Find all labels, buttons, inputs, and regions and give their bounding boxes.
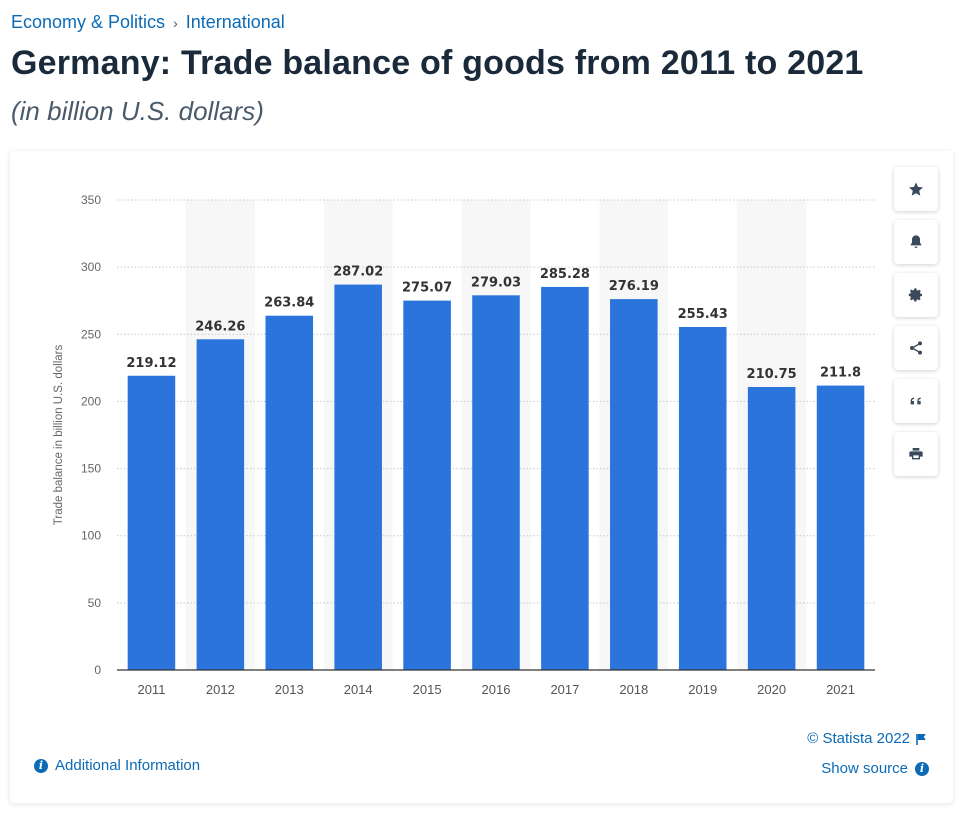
x-tick-label: 2012	[206, 682, 235, 697]
y-tick-label: 0	[94, 663, 101, 677]
chart-card: 0 50 100 150 200 250 300 350 219.12 246.26 263.84…	[10, 151, 953, 803]
data-label: 279.03	[471, 275, 521, 290]
bell-icon	[910, 235, 922, 248]
bar[interactable]	[747, 386, 796, 670]
page-subtitle: (in billion U.S. dollars)	[11, 96, 264, 126]
data-label: 287.02	[333, 265, 383, 280]
data-label: 211.8	[820, 366, 861, 381]
y-tick-label: 350	[81, 193, 101, 207]
data-label: 263.84	[264, 296, 314, 311]
x-tick-label: 2013	[275, 682, 304, 697]
y-tick-label: 250	[81, 327, 101, 341]
data-label: 255.43	[678, 307, 728, 322]
notification-button[interactable]	[894, 220, 938, 264]
bar[interactable]	[610, 299, 658, 670]
y-tick-label: 200	[81, 394, 101, 408]
data-label: 246.26	[195, 319, 245, 334]
x-tick-label: 2018	[619, 682, 648, 697]
x-tick-label: 2011	[137, 682, 165, 697]
data-label: 276.19	[609, 279, 659, 294]
bar-chart: 0 50 100 150 200 250 300 350 219.12 246.26 263.84…	[53, 193, 875, 697]
bar[interactable]	[816, 385, 865, 670]
settings-button[interactable]	[894, 273, 938, 317]
y-axis-label: Trade balance in billion U.S. dollars	[53, 345, 65, 526]
page-title: Germany: Trade balance of goods from 201…	[11, 44, 864, 82]
cite-button[interactable]	[894, 379, 938, 423]
breadcrumb-economy-politics[interactable]: Economy & Politics	[11, 12, 166, 32]
bar[interactable]	[196, 339, 245, 670]
bar[interactable]	[472, 295, 520, 670]
info-icon: i	[915, 761, 929, 776]
y-tick-label: 150	[81, 462, 101, 476]
info-icon: i	[34, 758, 48, 773]
data-label: 210.75	[747, 367, 797, 382]
copyright-text: © Statista 2022	[807, 730, 910, 747]
bar[interactable]	[265, 315, 314, 670]
x-tick-label: 2020	[757, 682, 786, 697]
copyright: © Statista 2022	[807, 730, 927, 747]
bar[interactable]	[403, 300, 451, 670]
y-tick-label: 300	[81, 260, 101, 274]
breadcrumb: Economy & Politics › International	[11, 12, 285, 33]
flag-icon[interactable]	[916, 733, 927, 745]
x-tick-label: 2017	[550, 682, 579, 697]
data-label: 219.12	[126, 356, 176, 371]
bar[interactable]	[541, 286, 589, 670]
data-label: 275.07	[402, 281, 452, 296]
share-icon	[910, 341, 922, 355]
data-label: 285.28	[540, 267, 590, 282]
gear-icon	[908, 288, 922, 302]
y-tick-label: 100	[81, 529, 101, 543]
additional-information-label: Additional Information	[55, 757, 201, 774]
x-tick-label: 2016	[482, 682, 511, 697]
x-tick-label: 2019	[688, 682, 717, 697]
print-button[interactable]	[894, 432, 938, 476]
toolbar	[894, 167, 938, 476]
quote-icon	[910, 397, 921, 405]
bar[interactable]	[334, 284, 382, 670]
additional-information-link[interactable]: i Additional Information	[34, 757, 200, 774]
y-tick-label: 50	[88, 596, 102, 610]
bar[interactable]	[127, 375, 176, 670]
show-source-link[interactable]: Show source i	[821, 760, 929, 777]
x-tick-label: 2015	[413, 682, 442, 697]
x-tick-label: 2014	[344, 682, 373, 697]
print-icon	[909, 448, 923, 460]
show-source-label: Show source	[821, 760, 908, 777]
star-icon	[909, 182, 923, 196]
x-tick-label: 2021	[826, 682, 855, 697]
favorite-button[interactable]	[894, 167, 938, 211]
breadcrumb-international[interactable]: International	[185, 12, 285, 32]
share-button[interactable]	[894, 326, 938, 370]
breadcrumb-separator: ›	[173, 14, 178, 31]
bar[interactable]	[678, 326, 727, 670]
